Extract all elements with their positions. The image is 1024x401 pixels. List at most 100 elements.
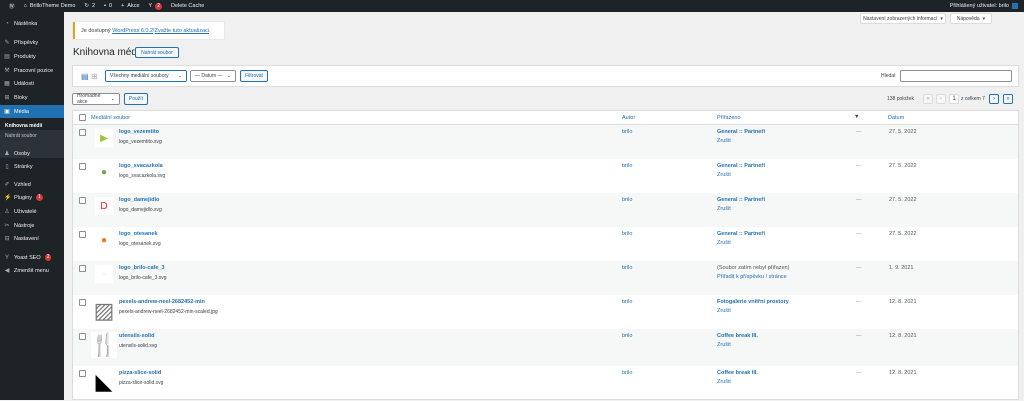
media-title-link[interactable]: pizza-slice-solid: [119, 370, 162, 376]
wordpress-logo-icon[interactable]: Ⓦ: [9, 4, 15, 10]
submenu-item-1[interactable]: Nahrát soubor: [5, 133, 37, 139]
column-date[interactable]: Datum: [888, 115, 905, 121]
media-title-link[interactable]: logo_damejidlo: [119, 197, 160, 203]
author-link[interactable]: brilo: [622, 231, 633, 237]
attach-action-link[interactable]: Zrušit: [717, 240, 731, 246]
row-checkbox[interactable]: [79, 231, 86, 238]
date-select[interactable]: — Datum — ⌄: [190, 70, 236, 82]
media-title-link[interactable]: logo_svacazkola: [119, 163, 163, 169]
media-type-select[interactable]: Všechny mediální soubory ⌄: [105, 70, 187, 82]
media-thumbnail[interactable]: 🍴: [90, 332, 118, 358]
sidebar-item-2[interactable]: ▤ Produkty: [0, 50, 64, 63]
prev-page-button[interactable]: ‹: [936, 94, 946, 104]
update-link[interactable]: Zvažte tuto aktualizaci: [154, 27, 210, 34]
sidebar-item-10[interactable]: ⚡ Pluginy 1: [0, 191, 64, 204]
attached-to[interactable]: Coffee break III.: [717, 333, 758, 339]
attached-to[interactable]: General :: Partneři: [717, 197, 765, 203]
search-input[interactable]: [900, 70, 1012, 82]
attached-to[interactable]: General :: Partneři: [717, 163, 765, 169]
date: 12. 8. 2021: [889, 333, 917, 339]
sidebar-item-6[interactable]: ▣ Média: [0, 105, 64, 118]
media-thumbnail[interactable]: ▶: [95, 129, 113, 147]
sidebar-item-4[interactable]: ▦ Události: [0, 77, 64, 90]
row-checkbox[interactable]: [79, 333, 86, 340]
site-name-link[interactable]: ⌂ BrilloTheme Demo: [23, 3, 76, 9]
screen-options-button[interactable]: Nastavení zobrazených informací ▾: [860, 13, 946, 24]
row-checkbox[interactable]: [79, 197, 86, 204]
attached-to[interactable]: Fotogalerie vnitřní prostory: [717, 299, 789, 305]
author-link[interactable]: brilo: [622, 163, 633, 169]
brush-icon: ✐: [4, 181, 10, 188]
media-title-link[interactable]: logo_brilo-cafe_3: [119, 265, 165, 271]
attached-to[interactable]: General :: Partneři: [717, 129, 765, 135]
sidebar-item-8[interactable]: ▯ Stránky: [0, 160, 64, 173]
sidebar-item-1[interactable]: ✎ Příspěvky: [0, 36, 64, 49]
user-menu[interactable]: Přihlášený uživatel: brilo: [950, 3, 1018, 9]
sidebar-item-5[interactable]: ⊞ Bloky: [0, 91, 64, 104]
row-checkbox[interactable]: [79, 370, 86, 377]
attach-action-link[interactable]: Zrušit: [717, 379, 731, 385]
media-thumbnail[interactable]: ◣: [91, 369, 117, 395]
media-title-link[interactable]: logo_vezemtito: [119, 129, 160, 135]
attach-action-link[interactable]: Zrušit: [717, 342, 731, 348]
sidebar-item-9[interactable]: ✐ Vzhled: [0, 178, 64, 191]
sidebar-item-15[interactable]: ◀ Zmenšit menu: [0, 264, 64, 277]
media-thumbnail[interactable]: ●: [95, 231, 113, 249]
author-link[interactable]: brilo: [622, 129, 633, 135]
attach-action-link[interactable]: Přiřadit k příspěvku / stránce: [717, 274, 787, 280]
sidebar-item-3[interactable]: ⚒ Pracovní pozice: [0, 64, 64, 77]
bulk-actions-select[interactable]: Hromadné akce ⌄: [72, 93, 120, 105]
add-new-media-button[interactable]: Nahrát soubor: [135, 47, 179, 58]
new-content-link[interactable]: + Akce: [121, 3, 140, 9]
sidebar-item-7[interactable]: ♟ Osoby: [0, 147, 64, 160]
delete-cache-link[interactable]: Delete Cache: [170, 3, 205, 9]
media-thumbnail[interactable]: ▨: [91, 298, 117, 324]
help-button[interactable]: Nápověda ▾: [950, 13, 992, 24]
grid-view-icon[interactable]: ⊞: [91, 72, 98, 81]
attach-action-link[interactable]: Zrušit: [717, 138, 731, 144]
column-file[interactable]: Mediální soubor: [91, 115, 131, 121]
sidebar-item-11[interactable]: ♙ Uživatelé: [0, 205, 64, 218]
author-link[interactable]: brilo: [622, 370, 633, 376]
apply-button[interactable]: Použít: [124, 93, 148, 105]
first-page-button[interactable]: «: [923, 94, 933, 104]
media-title-link[interactable]: utensils-solid: [119, 333, 155, 339]
row-checkbox[interactable]: [79, 129, 86, 136]
row-checkbox[interactable]: [79, 299, 86, 306]
author-link[interactable]: brilo: [622, 197, 633, 203]
next-page-button[interactable]: ›: [989, 94, 999, 104]
author-link[interactable]: brilo: [622, 333, 633, 339]
last-page-button[interactable]: »: [1003, 94, 1013, 104]
sidebar-item-13[interactable]: ⊟ Nastavení: [0, 232, 64, 245]
attached-to[interactable]: Coffee break III.: [717, 370, 758, 376]
updates-link[interactable]: ↻ 2: [84, 3, 96, 9]
row-checkbox[interactable]: [79, 265, 86, 272]
row-checkbox[interactable]: [79, 163, 86, 170]
table-row: D logo_damejidlo logo_damejidlo.svg brilo…: [73, 193, 1018, 227]
sidebar-item-0[interactable]: ◔ Nástěnka: [0, 17, 64, 30]
date: 12. 8. 2021: [889, 299, 917, 305]
current-page-input[interactable]: 1: [949, 94, 959, 104]
author-link[interactable]: brilo: [622, 299, 633, 305]
filter-button[interactable]: Filtrovat: [240, 70, 268, 82]
submenu-item-0[interactable]: Knihovna médií: [5, 123, 43, 129]
attach-action-link[interactable]: Zrušit: [717, 308, 731, 314]
list-view-icon[interactable]: ▤: [81, 72, 89, 81]
author-link[interactable]: brilo: [622, 265, 633, 271]
media-title-link[interactable]: logo_otesanek: [119, 231, 158, 237]
attached-to[interactable]: General :: Partneři: [717, 231, 765, 237]
attach-action-link[interactable]: Zrušit: [717, 206, 731, 212]
comment-icon[interactable]: ▼: [854, 114, 860, 120]
media-title-link[interactable]: pexels-andrew-neel-2682452-min: [119, 299, 205, 305]
comments-link[interactable]: ▪ 0: [104, 3, 113, 9]
select-all-checkbox[interactable]: [79, 114, 86, 121]
attach-action-link[interactable]: Zrušit: [717, 172, 731, 178]
media-thumbnail[interactable]: D: [95, 197, 113, 215]
wordpress-version-link[interactable]: WordPress 6.0.2: [112, 27, 154, 34]
sidebar-item-12[interactable]: ✂ Nástroje: [0, 219, 64, 232]
search-label: Hledat: [881, 73, 896, 79]
media-thumbnail[interactable]: ·: [95, 265, 113, 283]
sidebar-item-14[interactable]: Y Yoast SEO 2: [0, 251, 64, 264]
media-thumbnail[interactable]: ●: [95, 163, 113, 181]
